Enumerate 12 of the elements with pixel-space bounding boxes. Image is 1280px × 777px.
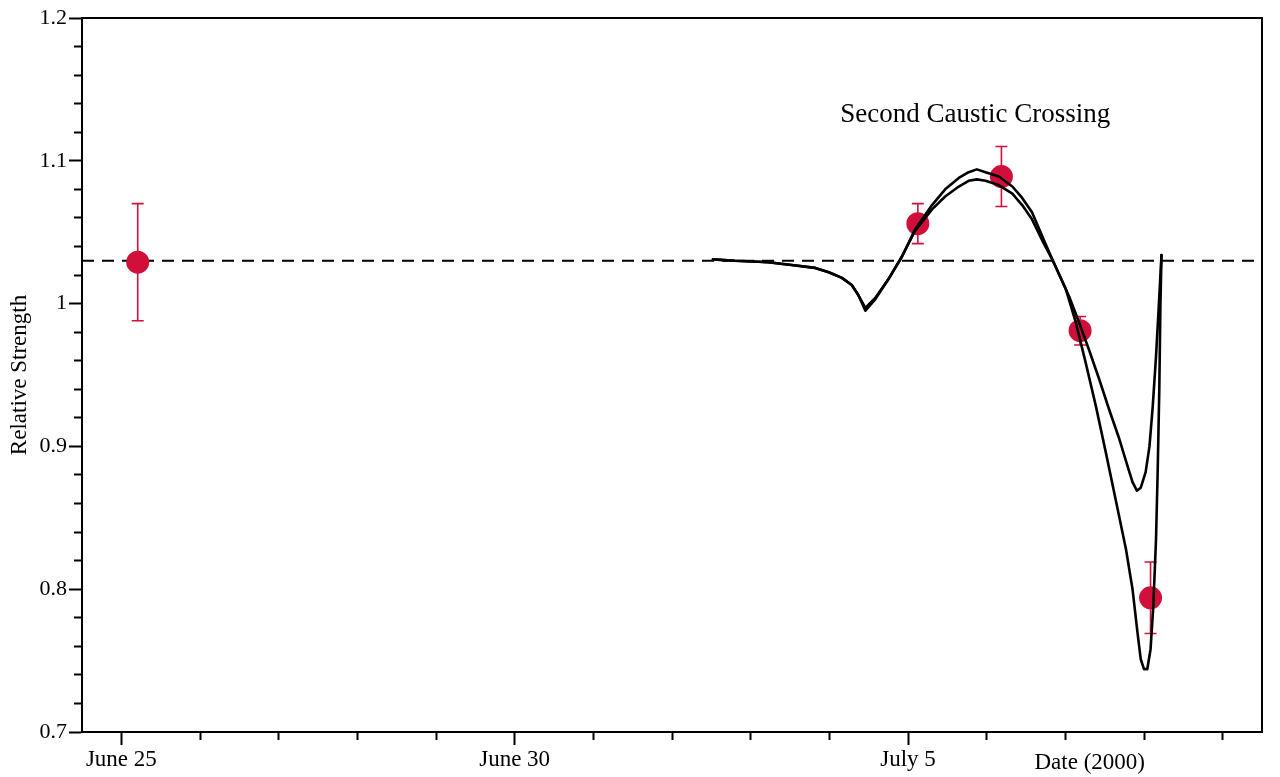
y-tick-label: 0.8 xyxy=(39,574,67,600)
y-tick-label: 1.2 xyxy=(39,3,67,29)
y-tick-label: 0.9 xyxy=(39,432,67,458)
y-tick-label: 1 xyxy=(56,289,67,315)
x-tick-label: July 5 xyxy=(880,745,936,771)
annotation: Second Caustic Crossing xyxy=(840,98,1111,129)
x-axis-title: Date (2000) xyxy=(1034,749,1145,775)
x-tick-label: June 25 xyxy=(85,745,157,771)
y-axis-title: Relative Strength xyxy=(5,294,31,456)
y-tick-label: 1.1 xyxy=(39,146,67,172)
y-tick-label: 0.7 xyxy=(39,717,67,743)
x-tick-label: June 30 xyxy=(479,745,551,771)
